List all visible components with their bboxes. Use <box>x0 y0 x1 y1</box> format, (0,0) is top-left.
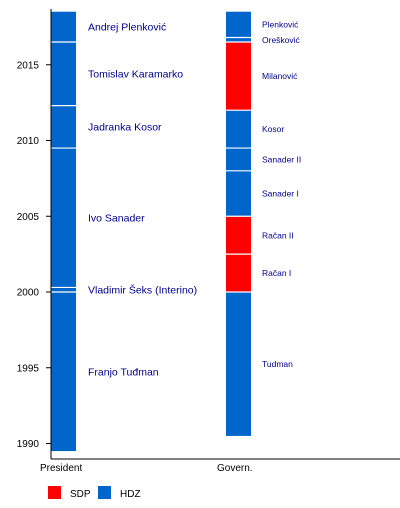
legend-label-hdz: HDZ <box>120 489 141 500</box>
government-label-racan-ii: Račan II <box>262 230 294 240</box>
government-bar-racan-i <box>226 254 251 293</box>
government-label-milanovic: Milanović <box>262 71 298 81</box>
president-label-andrej-plenkovic: Andrej Plenković <box>88 22 166 34</box>
timeline-bars <box>51 11 251 452</box>
government-bar-tudman <box>226 292 251 436</box>
government-label-plenkovic: Plenković <box>262 20 299 30</box>
y-tick-label: 2005 <box>17 212 40 223</box>
y-tick-label: 2000 <box>17 288 40 299</box>
president-label-ivo-sanader: Ivo Sanader <box>88 213 145 225</box>
government-bar-oreskovic <box>226 37 251 43</box>
legend: SDP HDZ <box>48 486 141 500</box>
government-label-sanader-i: Sanader I <box>262 189 299 199</box>
legend-label-sdp: SDP <box>70 489 91 500</box>
government-bar-kosor <box>226 110 251 149</box>
government-bar-plenkovic <box>226 11 251 38</box>
column-label-government: Govern. <box>217 463 253 474</box>
government-bar-sanader-i <box>226 170 251 217</box>
government-label-oreskovic: Orešković <box>262 35 301 45</box>
government-label-sanader-ii: Sanader II <box>262 155 301 165</box>
government-label-racan-i: Račan I <box>262 268 291 278</box>
legend-swatch-sdp <box>48 486 61 499</box>
government-label-tudman: Tudman <box>262 359 293 369</box>
segment-dividers <box>51 36 251 293</box>
president-label-franjo-tu-man: Franjo Tuđman <box>88 366 159 378</box>
president-bar-tomislav-karamarko <box>51 42 76 106</box>
y-tick-label: 1995 <box>17 363 40 374</box>
president-label-jadranka-kosor: Jadranka Kosor <box>88 122 162 134</box>
column-label-president: President <box>40 463 82 474</box>
president-bar-franjo-tu-man <box>51 292 76 452</box>
legend-swatch-hdz <box>98 486 111 499</box>
president-label-tomislav-karamarko: Tomislav Karamarko <box>88 69 183 81</box>
y-tick-label: 2010 <box>17 136 40 147</box>
y-tick-label: 2015 <box>17 60 40 71</box>
government-bar-milanovic <box>226 42 251 111</box>
president-bar-andrej-plenkovic <box>51 11 76 43</box>
president-label-vladimir-seks-interino: Vladimir Šeks (Interino) <box>88 284 197 297</box>
government-bar-sanader-ii <box>226 148 251 171</box>
y-tick-label: 1990 <box>17 439 40 450</box>
segment-labels: Franjo Tuđman Vladimir Šeks (Interino) Ivo… <box>88 20 301 379</box>
president-bar-vladimir-seks-interino <box>51 287 76 292</box>
column-labels: President Govern. <box>40 463 253 474</box>
y-axis-ticks: 1990 1995 2000 2005 2010 2015 <box>17 60 51 450</box>
government-label-kosor: Kosor <box>262 124 284 134</box>
president-bar-jadranka-kosor <box>51 105 76 149</box>
president-bar-ivo-sanader <box>51 148 76 288</box>
government-bar-racan-ii <box>226 216 251 255</box>
